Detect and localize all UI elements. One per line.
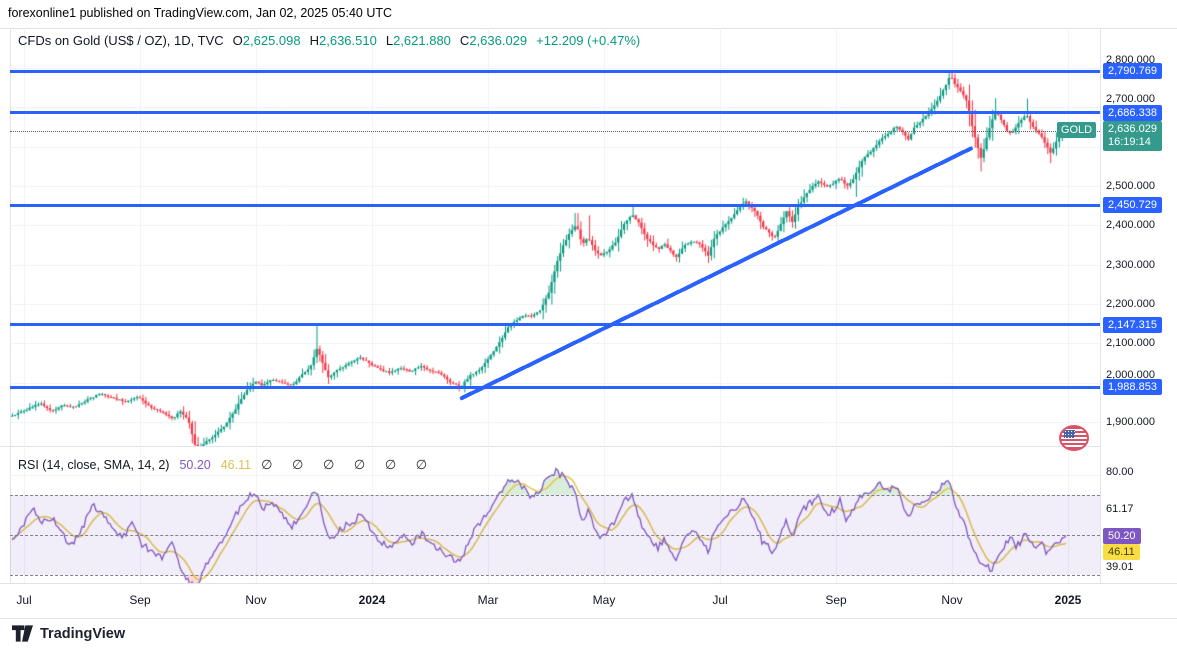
rsi-upper-band-line[interactable] <box>10 495 1100 496</box>
horizontal-level-line[interactable] <box>10 203 1100 207</box>
price-level-badge[interactable]: 1,988.853 <box>1103 379 1162 396</box>
last-price-badge[interactable]: 2,636.029 16:19:14 <box>1103 121 1162 151</box>
time-tick-label[interactable]: 2025 <box>1054 593 1082 607</box>
ohlc-high: H2,636.510 <box>309 33 377 48</box>
price-axis-label: 1,900.000 <box>1106 416 1155 428</box>
time-tick-label[interactable]: Mar <box>477 593 499 607</box>
price-axis-label: 2,400.000 <box>1106 219 1155 232</box>
rsi-axis-label: 80.00 <box>1106 466 1134 478</box>
price-axis-label: 2,000.000 <box>1106 368 1155 381</box>
footer-divider <box>0 618 1177 619</box>
rsi-lower-band-line[interactable] <box>10 575 1100 576</box>
bar-countdown: 16:19:14 <box>1108 136 1151 148</box>
candlestick-chart-canvas[interactable] <box>10 28 1100 446</box>
time-tick-label[interactable]: May <box>592 593 616 607</box>
tradingview-logo-icon <box>12 625 33 642</box>
price-axis-label: 2,200.000 <box>1106 297 1155 310</box>
rsi-middle-line[interactable] <box>10 535 1100 536</box>
ohlc-low: L2,621.880 <box>385 33 451 48</box>
horizontal-level-line[interactable] <box>10 385 1100 389</box>
price-level-badge[interactable]: 2,450.729 <box>1103 197 1162 214</box>
rsi-current-value: 50.20 <box>179 458 211 472</box>
rsi-axis-label: 61.17 <box>1106 503 1134 515</box>
time-tick-label[interactable]: Jul <box>16 593 32 607</box>
rsi-title[interactable]: RSI (14, close, SMA, 14, 2) <box>18 458 170 472</box>
horizontal-level-line[interactable] <box>10 111 1100 115</box>
rsi-empty-set-icons: ∅ ∅ ∅ ∅ ∅ ∅ <box>261 457 436 472</box>
last-price-value: 2,636.029 <box>1108 123 1157 135</box>
time-tick-label[interactable]: Nov <box>941 593 963 607</box>
horizontal-level-line[interactable] <box>10 323 1100 327</box>
us-flag-icon <box>1059 425 1089 451</box>
price-axis-label: 2,300.000 <box>1106 258 1155 271</box>
time-tick-label[interactable]: Sep <box>825 593 847 607</box>
price-axis-label: 2,700.000 <box>1106 93 1155 106</box>
horizontal-level-line[interactable] <box>10 69 1100 73</box>
time-tick-label[interactable]: 2024 <box>358 593 386 607</box>
time-tick-label[interactable]: Sep <box>129 593 151 607</box>
time-tick-label[interactable]: Nov <box>245 593 267 607</box>
rsi-axis-label: 39.01 <box>1106 561 1134 573</box>
price-level-badge[interactable]: 2,147.315 <box>1103 316 1162 333</box>
tradingview-brand-link[interactable]: TradingView <box>12 625 125 642</box>
instrument-flag-label[interactable]: GOLD <box>1057 122 1096 138</box>
ohlc-close: C2,636.029 <box>459 33 528 48</box>
price-axis-border <box>1100 28 1101 583</box>
rsi-legend[interactable]: RSI (14, close, SMA, 14, 2) 50.20 46.11 … <box>18 457 435 473</box>
rsi-indicator-canvas[interactable] <box>10 448 1100 583</box>
rsi-value-badge: 50.20 <box>1103 528 1141 544</box>
price-axis-label: 2,100.000 <box>1106 337 1155 350</box>
ohlc-open: O2,625.098 <box>232 33 301 48</box>
last-price-dotted-line <box>10 131 1100 132</box>
rsi-value-badge: 46.11 <box>1103 544 1140 560</box>
rsi-sma-value: 46.11 <box>220 458 252 472</box>
change-value: +12.209 (+0.47%) <box>536 33 641 48</box>
time-tick-label[interactable]: Jul <box>712 593 728 607</box>
time-axis-border <box>0 583 1177 584</box>
price-level-badge[interactable]: 2,790.769 <box>1103 63 1162 80</box>
price-level-badge[interactable]: 2,686.338 <box>1103 104 1162 121</box>
attribution-link[interactable]: forexonline1 published on TradingView.co… <box>8 6 393 20</box>
price-axis-label: 2,800.000 <box>1106 53 1155 66</box>
price-axis-label: 2,500.000 <box>1106 179 1155 192</box>
pane-separator[interactable] <box>0 446 1100 447</box>
symbol-title[interactable]: CFDs on Gold (US$ / OZ), 1D, TVC <box>18 33 224 48</box>
symbol-legend[interactable]: CFDs on Gold (US$ / OZ), 1D, TVC O2,625.… <box>18 33 640 48</box>
